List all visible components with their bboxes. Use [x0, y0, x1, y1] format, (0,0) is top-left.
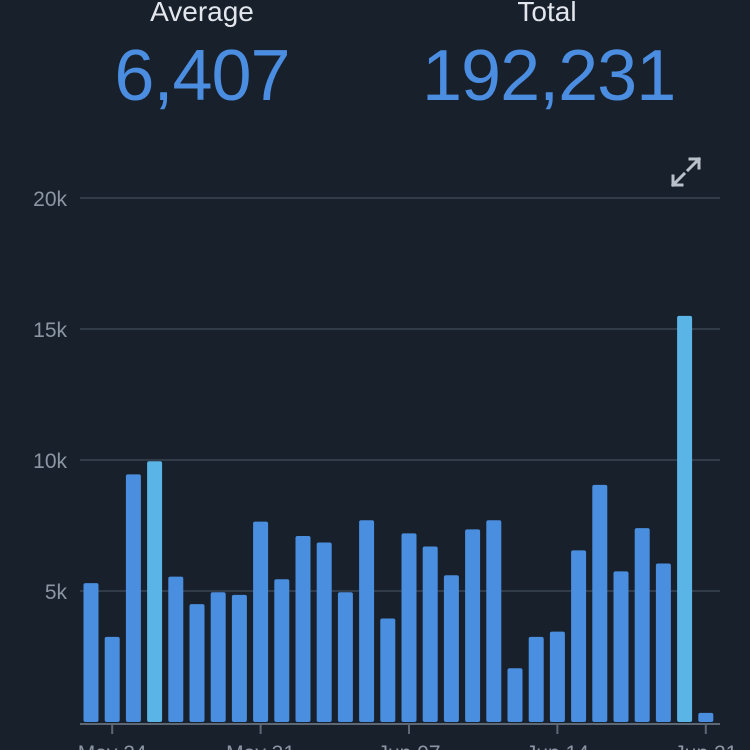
x-tick-label: May 31 — [226, 742, 295, 750]
bar[interactable] — [486, 520, 502, 722]
x-tick-label: Jun 07 — [377, 742, 440, 750]
bar[interactable] — [507, 668, 523, 722]
bar[interactable] — [634, 528, 650, 722]
total-value: 192,231 — [422, 36, 676, 116]
y-tick-label: 5k — [45, 581, 68, 604]
bar[interactable] — [422, 546, 438, 722]
y-tick-label: 15k — [33, 319, 67, 342]
bar[interactable] — [613, 571, 629, 722]
x-tick-label: Jun 21 — [674, 742, 737, 750]
bar[interactable] — [231, 594, 247, 722]
bar[interactable] — [359, 520, 375, 722]
y-tick-label: 10k — [33, 450, 67, 473]
bar[interactable] — [83, 583, 99, 722]
bar[interactable] — [465, 529, 481, 722]
x-tick-label: May 24 — [78, 742, 147, 750]
bar[interactable] — [210, 592, 226, 722]
total-label: Total — [517, 0, 577, 27]
average-value: 6,407 — [114, 36, 290, 116]
bar[interactable] — [655, 563, 671, 722]
expand-arrows-icon — [670, 156, 702, 188]
bar[interactable] — [677, 315, 693, 722]
bar[interactable] — [274, 579, 290, 722]
bar[interactable] — [528, 636, 544, 722]
bar[interactable] — [380, 618, 396, 722]
total-stat: Total 192,231 — [422, 0, 676, 116]
average-label: Average — [150, 0, 254, 27]
bar[interactable] — [189, 604, 205, 722]
bar[interactable] — [443, 575, 459, 722]
bar[interactable] — [316, 542, 332, 722]
average-stat: Average 6,407 — [102, 0, 302, 116]
bar[interactable] — [571, 550, 587, 722]
x-tick-label: Jun 14 — [526, 742, 589, 750]
bar[interactable] — [125, 474, 141, 722]
bar[interactable] — [295, 535, 311, 722]
bar[interactable] — [168, 576, 184, 722]
bar[interactable] — [253, 521, 269, 722]
bar[interactable] — [147, 461, 163, 722]
bar[interactable] — [592, 484, 608, 722]
y-tick-label: 20k — [33, 188, 67, 211]
expand-button[interactable] — [666, 152, 706, 192]
bar[interactable] — [104, 636, 120, 722]
bar[interactable] — [698, 712, 714, 722]
bar[interactable] — [549, 631, 565, 722]
bar[interactable] — [337, 592, 353, 722]
bar[interactable] — [401, 533, 417, 722]
